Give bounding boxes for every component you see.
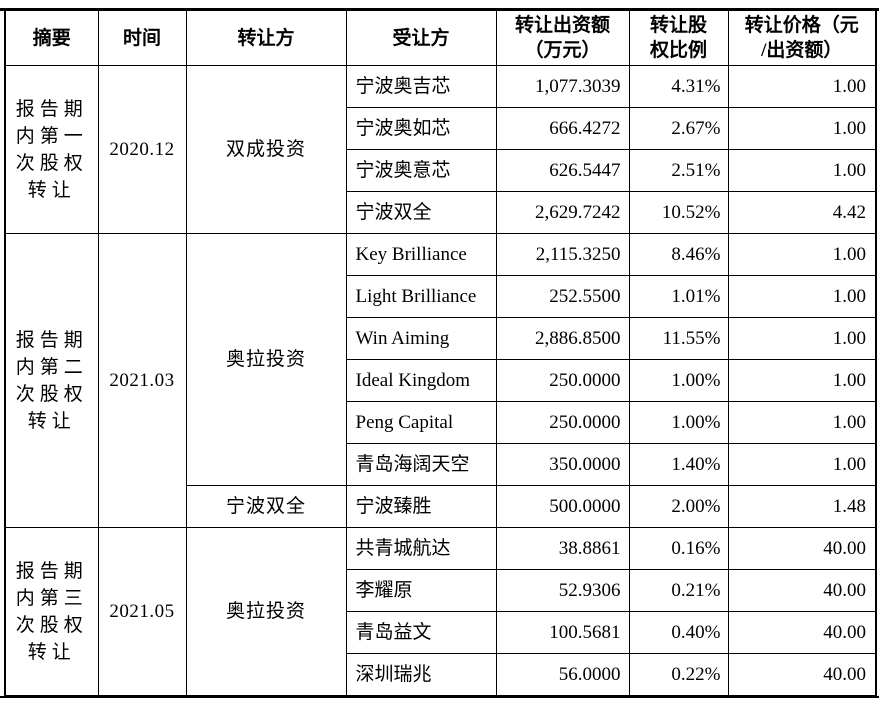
table-row: 报告期内第三次股权转让 2021.05 奥拉投资 共青城航达 38.8861 0…	[4, 527, 877, 697]
cell-amount: 250.0000	[495, 359, 630, 402]
cell-summary: 报告期内第二次股权转让	[4, 233, 99, 528]
cell-transferee: Ideal Kingdom	[345, 359, 497, 402]
cell-price: 1.00	[727, 107, 877, 150]
cell-price: 1.48	[727, 485, 877, 528]
table-row: 报告期内第一次股权转让 2020.12 双成投资 宁波奥吉芯 1,077.303…	[4, 65, 877, 234]
cell-transferee: Key Brilliance	[345, 233, 497, 276]
table-row: Peng Capital 250.0000 1.00% 1.00	[5, 401, 877, 444]
table-row: 李耀原 52.9306 0.21% 40.00	[5, 569, 877, 612]
cell-transferee: Light Brilliance	[345, 275, 497, 318]
table-row: 宁波奥如芯 666.4272 2.67% 1.00	[5, 107, 877, 150]
cell-transferee: 宁波奥吉芯	[345, 65, 497, 108]
cell-ratio: 4.31%	[628, 65, 729, 108]
header-summary: 摘要	[4, 9, 99, 66]
cell-ratio: 1.40%	[628, 443, 729, 486]
cell-transferee: 宁波臻胜	[345, 485, 497, 528]
table-row: 深圳瑞兆 56.0000 0.22% 40.00	[5, 653, 877, 697]
cell-amount: 52.9306	[495, 569, 630, 612]
cell-ratio: 2.51%	[628, 149, 729, 192]
cell-price: 40.00	[727, 569, 877, 612]
cell-price: 4.42	[727, 191, 877, 234]
cell-ratio: 2.00%	[628, 485, 729, 528]
cell-ratio: 0.16%	[628, 527, 729, 570]
header-row: 摘要 时间 转让方 受让方 转让出资额 （万元） 转让股 权比例 转让价格（元 …	[4, 9, 877, 66]
cell-time: 2021.05	[97, 527, 187, 697]
cell-ratio: 11.55%	[628, 317, 729, 360]
cell-transferor: 奥拉投资	[185, 527, 347, 697]
cell-transferee: 共青城航达	[345, 527, 497, 570]
header-transferee: 受让方	[345, 9, 497, 66]
cell-price: 1.00	[727, 359, 877, 402]
cell-transferee: 李耀原	[345, 569, 497, 612]
header-price: 转让价格（元 /出资额）	[727, 9, 877, 66]
cell-price: 1.00	[727, 317, 877, 360]
cell-ratio: 1.00%	[628, 359, 729, 402]
table-row: 报告期内第二次股权转让 2021.03 奥拉投资 Key Brilliance …	[4, 233, 877, 528]
cell-amount: 1,077.3039	[495, 65, 630, 108]
cell-ratio: 0.21%	[628, 569, 729, 612]
cell-transferee: 深圳瑞兆	[345, 653, 497, 697]
cell-price: 1.00	[727, 233, 877, 276]
cell-ratio: 8.46%	[628, 233, 729, 276]
cell-transferee: 青岛益文	[345, 611, 497, 654]
header-ratio: 转让股 权比例	[628, 9, 729, 66]
cell-ratio: 2.67%	[628, 107, 729, 150]
header-amount: 转让出资额 （万元）	[495, 9, 630, 66]
cell-ratio: 0.40%	[628, 611, 729, 654]
cell-price: 1.00	[727, 65, 877, 108]
cell-summary: 报告期内第一次股权转让	[4, 65, 99, 234]
cell-amount: 2,115.3250	[495, 233, 630, 276]
cell-transferee: 宁波奥如芯	[345, 107, 497, 150]
cell-amount: 2,886.8500	[495, 317, 630, 360]
cell-transferor: 宁波双全	[185, 485, 347, 528]
cell-price: 1.00	[727, 149, 877, 192]
cell-time: 2020.12	[97, 65, 187, 234]
cell-amount: 500.0000	[495, 485, 630, 528]
cell-amount: 38.8861	[495, 527, 630, 570]
table-row: Light Brilliance 252.5500 1.01% 1.00	[5, 275, 877, 318]
table-body: 报告期内第一次股权转让 2020.12 双成投资 宁波奥吉芯 1,077.303…	[4, 65, 877, 697]
table-row: Ideal Kingdom 250.0000 1.00% 1.00	[5, 359, 877, 402]
cell-price: 40.00	[727, 653, 877, 697]
cell-ratio: 10.52%	[628, 191, 729, 234]
cell-amount: 56.0000	[495, 653, 630, 697]
table-row: 宁波奥意芯 626.5447 2.51% 1.00	[5, 149, 877, 192]
cell-amount: 666.4272	[495, 107, 630, 150]
cell-price: 1.00	[727, 443, 877, 486]
table-header: 摘要 时间 转让方 受让方 转让出资额 （万元） 转让股 权比例 转让价格（元 …	[4, 9, 877, 66]
cell-transferor: 双成投资	[185, 65, 347, 234]
cell-price: 1.00	[727, 275, 877, 318]
cell-amount: 350.0000	[495, 443, 630, 486]
cell-price: 1.00	[727, 401, 877, 444]
cell-transferee: Win Aiming	[345, 317, 497, 360]
cell-ratio: 1.00%	[628, 401, 729, 444]
cell-amount: 250.0000	[495, 401, 630, 444]
cell-transferee: 宁波奥意芯	[345, 149, 497, 192]
header-time: 时间	[97, 9, 187, 66]
equity-transfer-table: 摘要 时间 转让方 受让方 转让出资额 （万元） 转让股 权比例 转让价格（元 …	[4, 9, 877, 697]
table-row: 宁波双全 宁波臻胜 500.0000 2.00% 1.48	[5, 485, 877, 528]
cell-transferee: Peng Capital	[345, 401, 497, 444]
table-row: 宁波双全 2,629.7242 10.52% 4.42	[5, 191, 877, 234]
cell-amount: 252.5500	[495, 275, 630, 318]
header-transferor: 转让方	[185, 9, 347, 66]
cell-summary: 报告期内第三次股权转让	[4, 527, 99, 697]
table-row: 青岛益文 100.5681 0.40% 40.00	[5, 611, 877, 654]
cell-amount: 626.5447	[495, 149, 630, 192]
cell-transferee: 青岛海阔天空	[345, 443, 497, 486]
cell-transferee: 宁波双全	[345, 191, 497, 234]
cell-transferor: 奥拉投资	[185, 233, 347, 486]
cell-amount: 2,629.7242	[495, 191, 630, 234]
cell-price: 40.00	[727, 611, 877, 654]
cell-time: 2021.03	[97, 233, 187, 528]
cell-price: 40.00	[727, 527, 877, 570]
cell-ratio: 0.22%	[628, 653, 729, 697]
page-bottom-rule	[0, 696, 879, 698]
cell-amount: 100.5681	[495, 611, 630, 654]
cell-ratio: 1.01%	[628, 275, 729, 318]
